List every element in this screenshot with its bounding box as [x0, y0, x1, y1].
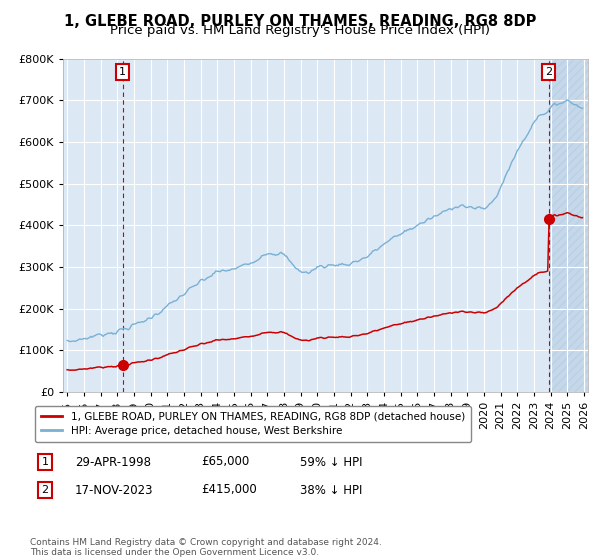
- Text: 59% ↓ HPI: 59% ↓ HPI: [300, 455, 362, 469]
- Text: 17-NOV-2023: 17-NOV-2023: [75, 483, 154, 497]
- Text: 2: 2: [545, 67, 552, 77]
- Text: 2: 2: [41, 485, 49, 495]
- Text: 1, GLEBE ROAD, PURLEY ON THAMES, READING, RG8 8DP: 1, GLEBE ROAD, PURLEY ON THAMES, READING…: [64, 14, 536, 29]
- Text: 38% ↓ HPI: 38% ↓ HPI: [300, 483, 362, 497]
- Legend: 1, GLEBE ROAD, PURLEY ON THAMES, READING, RG8 8DP (detached house), HPI: Average: 1, GLEBE ROAD, PURLEY ON THAMES, READING…: [35, 405, 471, 442]
- Bar: [548, 59, 588, 392]
- Text: Contains HM Land Registry data © Crown copyright and database right 2024.
This d: Contains HM Land Registry data © Crown c…: [30, 538, 382, 557]
- Text: £65,000: £65,000: [201, 455, 249, 469]
- Text: 1: 1: [41, 457, 49, 467]
- Text: 29-APR-1998: 29-APR-1998: [75, 455, 151, 469]
- Text: 1: 1: [119, 67, 126, 77]
- Text: Price paid vs. HM Land Registry's House Price Index (HPI): Price paid vs. HM Land Registry's House …: [110, 24, 490, 37]
- Text: £415,000: £415,000: [201, 483, 257, 497]
